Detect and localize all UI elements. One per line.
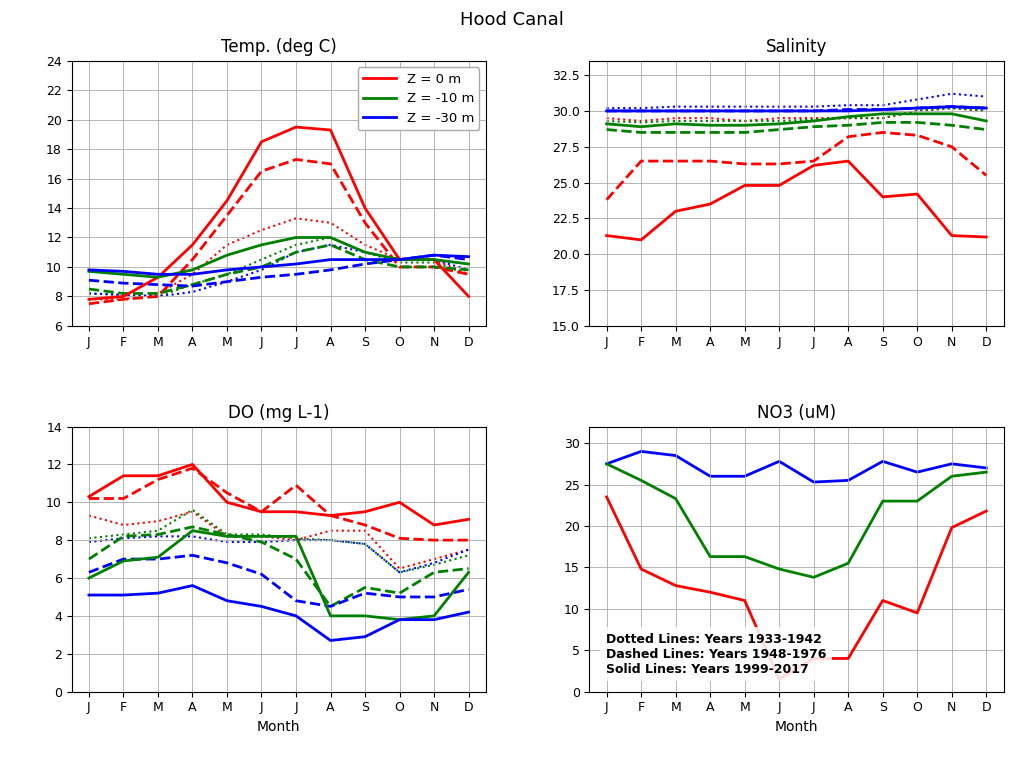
Title: DO (mg L-1): DO (mg L-1) <box>228 404 330 423</box>
Title: Temp. (deg C): Temp. (deg C) <box>221 39 337 56</box>
Text: Dotted Lines: Years 1933-1942
Dashed Lines: Years 1948-1976
Solid Lines: Years 1: Dotted Lines: Years 1933-1942 Dashed Lin… <box>606 632 826 676</box>
Title: Salinity: Salinity <box>766 39 827 56</box>
Text: Hood Canal: Hood Canal <box>460 11 564 30</box>
X-axis label: Month: Month <box>775 720 818 734</box>
Title: NO3 (uM): NO3 (uM) <box>757 404 836 423</box>
Legend: Z = 0 m, Z = -10 m, Z = -30 m: Z = 0 m, Z = -10 m, Z = -30 m <box>357 68 479 130</box>
X-axis label: Month: Month <box>257 720 300 734</box>
